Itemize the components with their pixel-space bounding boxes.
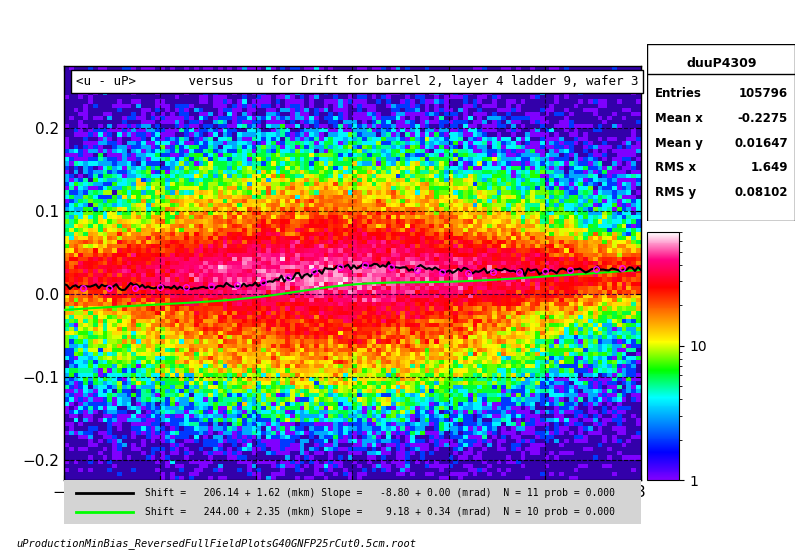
Text: RMS x: RMS x <box>654 161 696 174</box>
Text: 1.649: 1.649 <box>751 161 788 174</box>
Text: duuP4309: duuP4309 <box>686 56 757 70</box>
Text: Shift =   206.14 + 1.62 (mkm) Slope =   -8.80 + 0.00 (mrad)  N = 11 prob = 0.000: Shift = 206.14 + 1.62 (mkm) Slope = -8.8… <box>145 487 615 497</box>
Text: uProductionMinBias_ReversedFullFieldPlotsG40GNFP25rCut0.5cm.root: uProductionMinBias_ReversedFullFieldPlot… <box>16 538 416 549</box>
Text: <u - uP>       versus   u for Drift for barrel 2, layer 4 ladder 9, wafer 3: <u - uP> versus u for Drift for barrel 2… <box>75 75 638 88</box>
Text: -0.2275: -0.2275 <box>738 112 788 125</box>
Text: 0.01647: 0.01647 <box>735 136 788 150</box>
Text: 105796: 105796 <box>739 87 788 100</box>
Text: RMS y: RMS y <box>654 186 696 199</box>
Text: Mean y: Mean y <box>654 136 702 150</box>
Text: Shift =   244.00 + 2.35 (mkm) Slope =    9.18 + 0.34 (mrad)  N = 10 prob = 0.000: Shift = 244.00 + 2.35 (mkm) Slope = 9.18… <box>145 507 615 517</box>
Text: Entries: Entries <box>654 87 702 100</box>
Text: 0.08102: 0.08102 <box>735 186 788 199</box>
Text: Mean x: Mean x <box>654 112 702 125</box>
